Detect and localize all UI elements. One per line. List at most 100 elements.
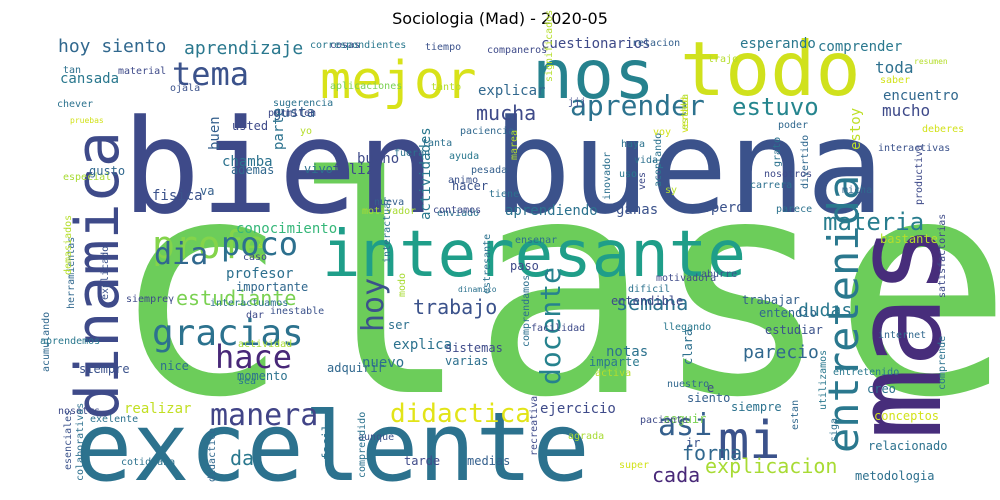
cloud-word: estuvo: [732, 93, 819, 121]
cloud-word: fisica: [152, 188, 203, 204]
cloud-word: toda: [875, 58, 914, 77]
cloud-word: sea: [238, 376, 256, 387]
cloud-word: docente: [534, 267, 567, 385]
cloud-word: manera: [210, 398, 318, 433]
cloud-word: vivo: [304, 162, 333, 176]
cloud-word: aprender: [570, 89, 705, 122]
cloud-word: poco: [221, 225, 298, 263]
cloud-word: momento: [237, 369, 288, 383]
cloud-word: gusto: [89, 164, 125, 178]
cloud-word: conceptos: [874, 409, 939, 423]
cloud-word: relacionado: [868, 439, 947, 453]
cloud-word: cuestionarios: [541, 36, 651, 52]
cloud-word: trabajo: [413, 295, 497, 319]
cloud-word: comprendamos: [521, 275, 532, 347]
cloud-word: imparte: [589, 355, 640, 369]
cloud-word: hacer: [452, 179, 488, 193]
cloud-word: da: [230, 446, 254, 470]
cloud-word: hace: [215, 338, 292, 376]
cloud-word: siento: [687, 391, 730, 405]
cloud-word: companeros: [487, 45, 547, 56]
cloud-word: aprendiendo: [505, 203, 598, 219]
cloud-word: mi: [718, 411, 781, 471]
cloud-word: aprendemos: [40, 336, 100, 347]
cloud-word: interesante: [322, 218, 746, 292]
cloud-word: tema: [172, 55, 249, 93]
cloud-word: siempreγ: [126, 294, 174, 305]
cloud-word: internet: [878, 330, 926, 341]
cloud-word: material: [118, 66, 166, 77]
cloud-word: haya: [621, 139, 645, 150]
cloud-word: gusta: [273, 105, 315, 121]
cloud-word: siga: [829, 418, 840, 442]
cloud-word: sy: [665, 185, 677, 196]
cloud-word: deberes: [922, 124, 964, 135]
cloud-word: voy: [653, 127, 671, 138]
cloud-word: parece: [776, 204, 812, 215]
cloud-word: enviado: [437, 208, 479, 219]
cloud-word: caso: [243, 252, 267, 263]
cloud-word: cosas: [330, 40, 360, 51]
cloud-word: dia: [154, 237, 208, 272]
cloud-word: ayuda: [449, 151, 479, 162]
cloud-word: tiene: [489, 189, 519, 200]
cloud-word: forma: [682, 441, 742, 465]
cloud-word: estudiar: [765, 323, 823, 337]
cloud-word: modo: [397, 273, 408, 297]
cloud-word: mucha: [476, 101, 536, 125]
cloud-word: tarde: [404, 454, 440, 468]
cloud-word: encuentro: [883, 88, 959, 104]
cloud-word: tanto: [431, 82, 461, 93]
cloud-word: entendio: [759, 306, 817, 320]
cloud-word: entretenida: [819, 175, 868, 453]
cloud-word: usted: [232, 119, 268, 133]
cloud-word: motivadora: [656, 273, 716, 284]
cloud-word: estan: [790, 400, 801, 430]
cloud-word: notas: [606, 344, 648, 360]
cloud-word: realizar: [124, 401, 191, 417]
cloud-word: esenciales: [63, 410, 74, 470]
cloud-word: estaba: [680, 94, 691, 130]
cloud-word: ejercicio: [540, 401, 616, 417]
cloud-word: ensenar: [515, 235, 557, 246]
cloud-word: didactico: [207, 428, 218, 482]
cloud-word: materia: [823, 208, 924, 236]
cloud-word: agrada: [568, 431, 604, 442]
cloud-word: correspondientes: [310, 40, 406, 51]
cloud-word: buen: [207, 116, 223, 150]
cloud-word: acoplando: [653, 133, 664, 187]
cloud-word: super: [619, 460, 649, 471]
cloud-word: herramientas: [66, 237, 77, 309]
cloud-word: clase: [110, 114, 1000, 463]
cloud-word: marea: [509, 130, 520, 160]
cloud-word: interactuamos: [210, 298, 288, 309]
cloud-word: ves: [637, 172, 648, 190]
cloud-word: gracias: [152, 313, 304, 354]
cloud-word: paso: [510, 259, 539, 273]
cloud-word: demasiados: [63, 215, 74, 275]
cloud-word: divertido: [800, 135, 811, 189]
cloud-word: bueno: [357, 151, 399, 167]
cloud-word: varias: [445, 354, 488, 368]
cloud-word: carrera: [750, 180, 792, 191]
cloud-word: estudiante: [176, 286, 296, 310]
cloud-word: creo: [867, 382, 896, 396]
cloud-word: actividades: [418, 127, 434, 220]
cloud-word: satisfactorias: [937, 214, 948, 298]
cloud-word: semana: [616, 291, 688, 315]
cloud-word: relacion: [632, 38, 680, 49]
cloud-word: ganas: [616, 202, 658, 218]
cloud-word: todo: [680, 25, 861, 113]
cloud-word: aburre: [701, 269, 737, 280]
cloud-word: jjj: [568, 97, 586, 108]
cloud-word: profe: [152, 223, 266, 267]
cloud-word: cotidiana: [121, 457, 175, 468]
cloud-word: inestable: [270, 306, 324, 317]
cloud-word: nosotros: [764, 169, 812, 180]
cloud-word: tanta: [422, 138, 452, 149]
cloud-word: nuestro: [667, 379, 709, 390]
cloud-word: hoy: [356, 278, 391, 332]
cloud-word: trajo: [708, 54, 738, 65]
cloud-word: acumulando: [41, 312, 52, 372]
